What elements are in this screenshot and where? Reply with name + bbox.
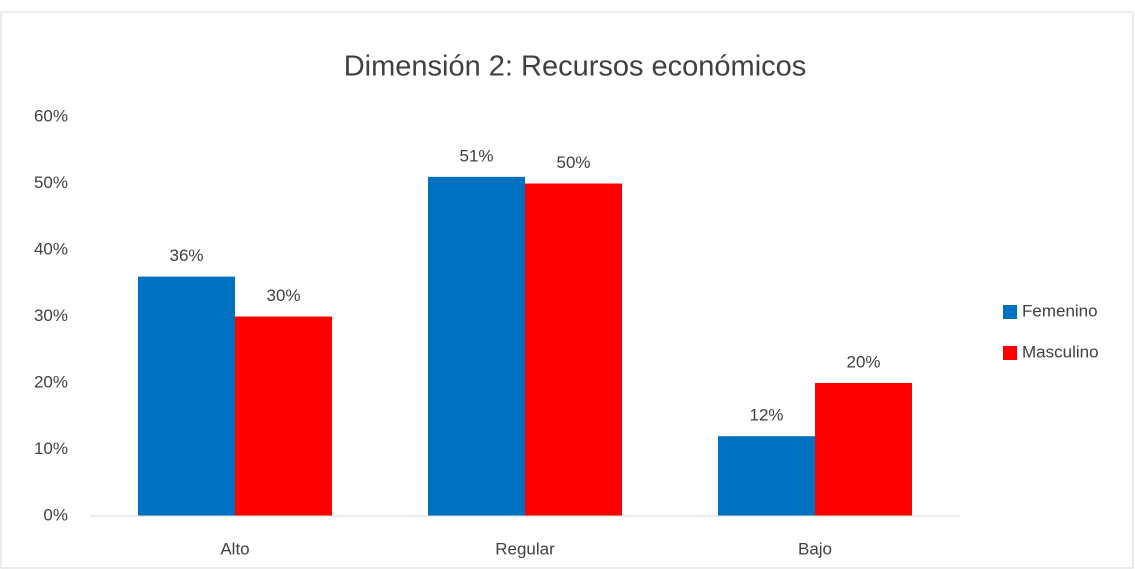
data-label: 36% xyxy=(169,246,203,265)
bar xyxy=(525,183,622,516)
y-tick-label: 30% xyxy=(34,306,68,325)
legend-swatch xyxy=(1003,346,1017,360)
y-tick-label: 60% xyxy=(34,106,68,125)
chart-title: Dimensión 2: Recursos económicos xyxy=(344,51,807,83)
bar xyxy=(815,383,912,516)
x-tick-label: Bajo xyxy=(798,539,832,558)
legend-label: Masculino xyxy=(1022,342,1099,361)
bar xyxy=(138,276,235,516)
data-label: 30% xyxy=(266,286,300,305)
legend-label: Femenino xyxy=(1022,301,1098,320)
bar xyxy=(718,436,815,516)
y-tick-label: 40% xyxy=(34,239,68,258)
data-label: 12% xyxy=(749,406,783,425)
legend-swatch xyxy=(1003,305,1017,319)
y-tick-label: 50% xyxy=(34,173,68,192)
y-tick-label: 0% xyxy=(43,505,68,524)
x-tick-label: Regular xyxy=(495,539,555,558)
x-tick-label: Alto xyxy=(220,539,249,558)
y-tick-label: 20% xyxy=(34,372,68,391)
data-label: 51% xyxy=(459,146,493,165)
y-tick-label: 10% xyxy=(34,439,68,458)
data-label: 50% xyxy=(556,153,590,172)
bar xyxy=(428,176,525,516)
data-label: 20% xyxy=(846,352,880,371)
bar xyxy=(235,316,332,516)
